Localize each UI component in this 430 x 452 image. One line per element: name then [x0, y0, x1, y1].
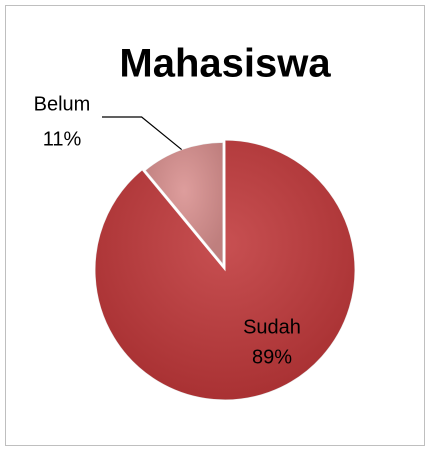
chart-title: Mahasiswa: [119, 42, 331, 86]
slice-shade: [94, 140, 356, 401]
leader-line: [102, 116, 183, 151]
slice-category-label: Sudah: [243, 316, 301, 338]
slice-category-label: Belum: [34, 93, 91, 115]
slice-value-label: 11%: [43, 128, 82, 150]
slice-shade: [145, 142, 223, 265]
slice-value-label: 89%: [252, 346, 292, 368]
